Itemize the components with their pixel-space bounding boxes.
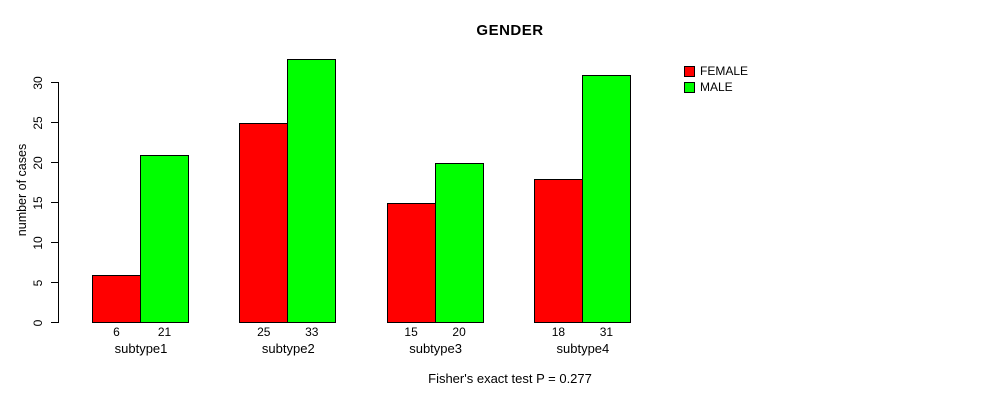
y-axis-tick-label: 5 <box>31 279 45 287</box>
y-axis-tick-label: 15 <box>31 196 45 210</box>
y-axis-tick-label: 20 <box>31 156 45 170</box>
y-axis-tick <box>51 322 59 323</box>
y-axis-tick <box>51 82 59 83</box>
y-axis-tick <box>51 122 59 123</box>
bar-value-label: 33 <box>305 325 319 339</box>
y-axis-tick-label: 25 <box>31 116 45 130</box>
footnote: Fisher's exact test P = 0.277 <box>428 371 592 386</box>
bar-female-subtype1 <box>92 275 141 323</box>
x-axis-category-label: subtype4 <box>556 341 610 356</box>
x-axis-category-label: subtype1 <box>114 341 168 356</box>
bar-male-subtype1 <box>140 155 189 323</box>
y-axis-tick <box>51 162 59 163</box>
y-axis-tick-label: 10 <box>31 236 45 250</box>
bar-value-label: 18 <box>551 325 566 339</box>
legend-item-female: FEMALE <box>684 64 748 78</box>
y-axis-tick <box>51 242 59 243</box>
legend-label: MALE <box>700 80 733 94</box>
y-axis-tick-label: 30 <box>31 76 45 90</box>
legend: FEMALE MALE <box>684 64 748 96</box>
y-axis-tick <box>51 282 59 283</box>
bar-female-subtype3 <box>386 203 436 323</box>
y-axis-tick <box>51 202 59 203</box>
bar-value-label: 31 <box>599 325 614 339</box>
bar-value-label: 6 <box>113 325 120 339</box>
bar-female-subtype2 <box>239 123 289 323</box>
legend-swatch-female <box>684 65 695 77</box>
bar-male-subtype4 <box>581 75 631 323</box>
bar-male-subtype2 <box>287 59 337 323</box>
y-axis-line <box>58 83 59 323</box>
x-axis-category-label: subtype2 <box>261 341 315 356</box>
chart-title: GENDER <box>476 22 544 39</box>
bar-female-subtype4 <box>533 179 583 323</box>
y-axis-label: number of cases <box>15 143 29 237</box>
bar-value-label: 21 <box>157 325 172 339</box>
legend-label: FEMALE <box>700 64 749 78</box>
bar-value-label: 25 <box>257 325 271 339</box>
legend-swatch-male <box>684 81 695 93</box>
bar-value-label: 20 <box>452 325 466 339</box>
x-axis-category-label: subtype3 <box>409 341 462 356</box>
bar-value-label: 15 <box>404 325 418 339</box>
bar-male-subtype3 <box>434 163 484 323</box>
y-axis-tick-label: 0 <box>31 319 45 327</box>
legend-item-male: MALE <box>684 80 748 94</box>
